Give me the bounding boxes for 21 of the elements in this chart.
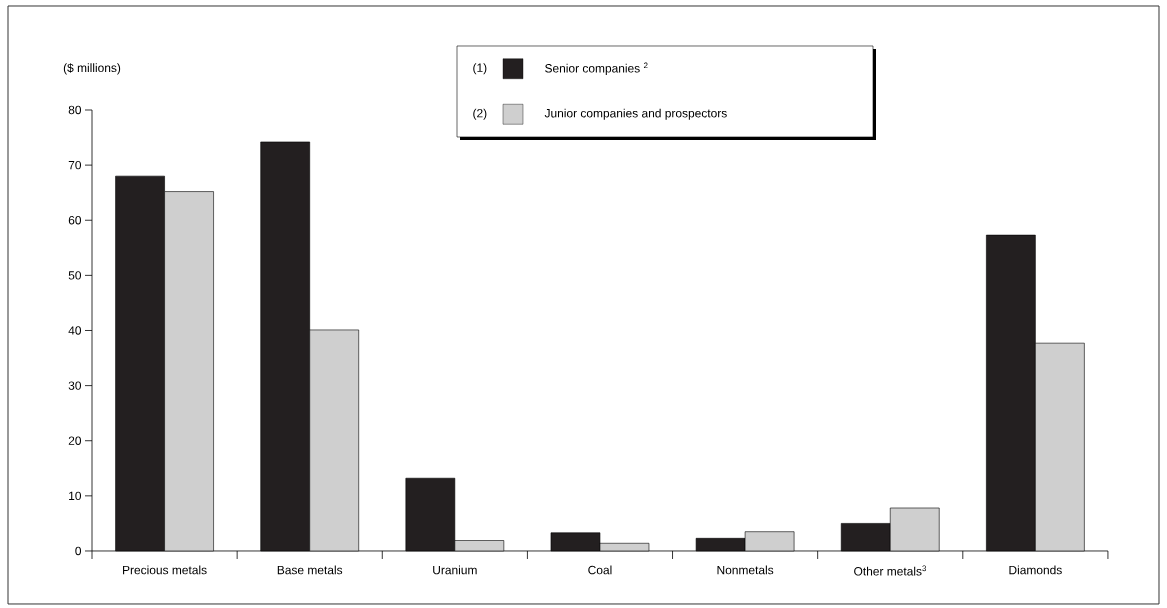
x-tick-label: Nonmetals (717, 565, 774, 575)
y-tick-label: 60 (68, 216, 82, 225)
y-tick-label: 20 (68, 436, 82, 445)
y-tick-label: 80 (68, 105, 82, 115)
y-tick-label: 30 (68, 381, 82, 390)
legend-label: Senior companies $^{2}$ (545, 62, 648, 75)
x-tick-label: Coal (588, 565, 612, 575)
x-tick-label: Diamonds (1009, 565, 1062, 575)
annotation: (2) (473, 108, 487, 120)
x-tick-label: Uranium (433, 565, 477, 575)
legend-label: Junior companies and prospectors (544, 108, 727, 120)
y-tick-label: 10 (69, 491, 82, 501)
x-tick-label: Other metals$^{3}$ (854, 565, 927, 576)
y-tick-label: 50 (68, 271, 82, 280)
y-axis-title: ($ millions) (63, 63, 121, 75)
x-tick-label: Precious metals (123, 565, 207, 575)
x-tick-label: Base metals (277, 565, 343, 575)
y-tick-label: 40 (68, 326, 82, 335)
y-tick-label: 70 (68, 160, 82, 170)
y-tick-label: 0 (75, 546, 82, 556)
text: (1) (473, 63, 487, 75)
